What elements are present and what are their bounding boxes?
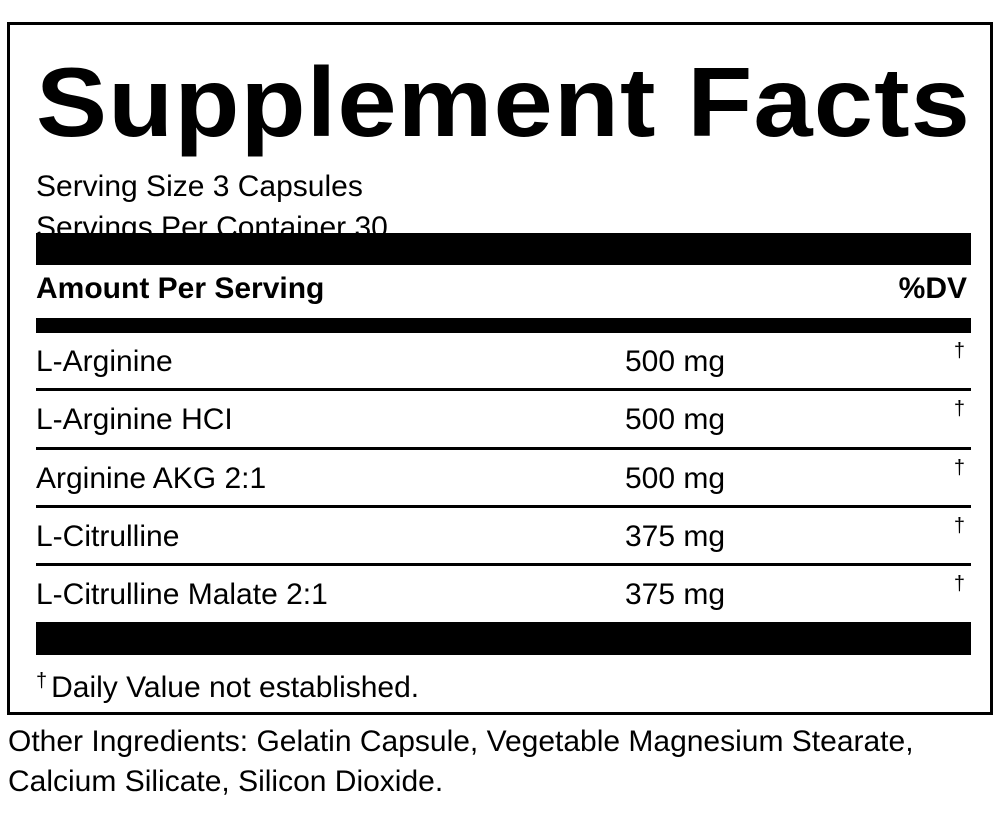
ingredient-name: Arginine AKG 2:1 <box>36 462 267 495</box>
row-divider <box>36 447 971 450</box>
serving-size: Serving Size 3 Capsules <box>36 170 363 203</box>
ingredient-amount: 375 mg <box>625 520 726 553</box>
other-ingredients: Other Ingredients: Gelatin Capsule, Vege… <box>8 725 914 798</box>
ingredient-row: L-Citrulline 375 mg † <box>36 508 971 566</box>
medium-divider <box>36 318 971 333</box>
ingredient-dv: † <box>953 398 965 420</box>
ingredient-dv: † <box>953 573 965 595</box>
amount-per-serving-header: Amount Per Serving <box>36 272 325 305</box>
footnote-text: Daily Value not established. <box>51 671 420 704</box>
ingredient-dv: † <box>953 515 965 537</box>
ingredient-name: L-Citrulline <box>36 520 180 553</box>
ingredient-row: L-Arginine 500 mg † <box>36 333 971 391</box>
row-divider <box>36 563 971 566</box>
supplement-facts-panel: Supplement Facts Serving Size 3 Capsules… <box>7 22 993 715</box>
ingredient-name: L-Arginine <box>36 345 173 378</box>
ingredient-row: Arginine AKG 2:1 500 mg † <box>36 450 971 508</box>
ingredient-name: L-Citrulline Malate 2:1 <box>36 578 328 611</box>
ingredient-amount: 500 mg <box>625 462 726 495</box>
ingredient-dv: † <box>953 340 965 362</box>
ingredient-name: L-Arginine HCI <box>36 403 233 436</box>
thick-divider <box>36 233 971 265</box>
dv-header: %DV <box>898 272 967 305</box>
row-divider <box>36 388 971 391</box>
footnote: † Daily Value not established. <box>36 662 419 707</box>
thick-divider <box>36 622 971 655</box>
ingredient-amount: 375 mg <box>625 578 726 611</box>
panel-title: Supplement Facts <box>36 47 971 157</box>
ingredient-amount: 500 mg <box>625 345 726 378</box>
ingredient-row: L-Arginine HCI 500 mg † <box>36 391 971 449</box>
ingredient-row: L-Citrulline Malate 2:1 375 mg † <box>36 566 971 624</box>
ingredient-dv: † <box>953 457 965 479</box>
ingredient-amount: 500 mg <box>625 403 726 436</box>
row-divider <box>36 505 971 508</box>
dagger-symbol: † <box>36 670 48 692</box>
